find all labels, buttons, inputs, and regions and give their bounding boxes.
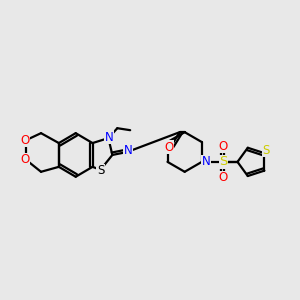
Text: O: O bbox=[20, 153, 30, 167]
Text: S: S bbox=[263, 144, 270, 157]
Text: N: N bbox=[124, 145, 133, 158]
Text: S: S bbox=[97, 164, 104, 177]
Text: O: O bbox=[218, 171, 227, 184]
Text: O: O bbox=[164, 140, 173, 154]
Text: N: N bbox=[201, 155, 210, 168]
Text: O: O bbox=[218, 140, 227, 152]
Text: S: S bbox=[219, 155, 228, 168]
Text: O: O bbox=[20, 134, 30, 147]
Text: N: N bbox=[105, 130, 114, 144]
